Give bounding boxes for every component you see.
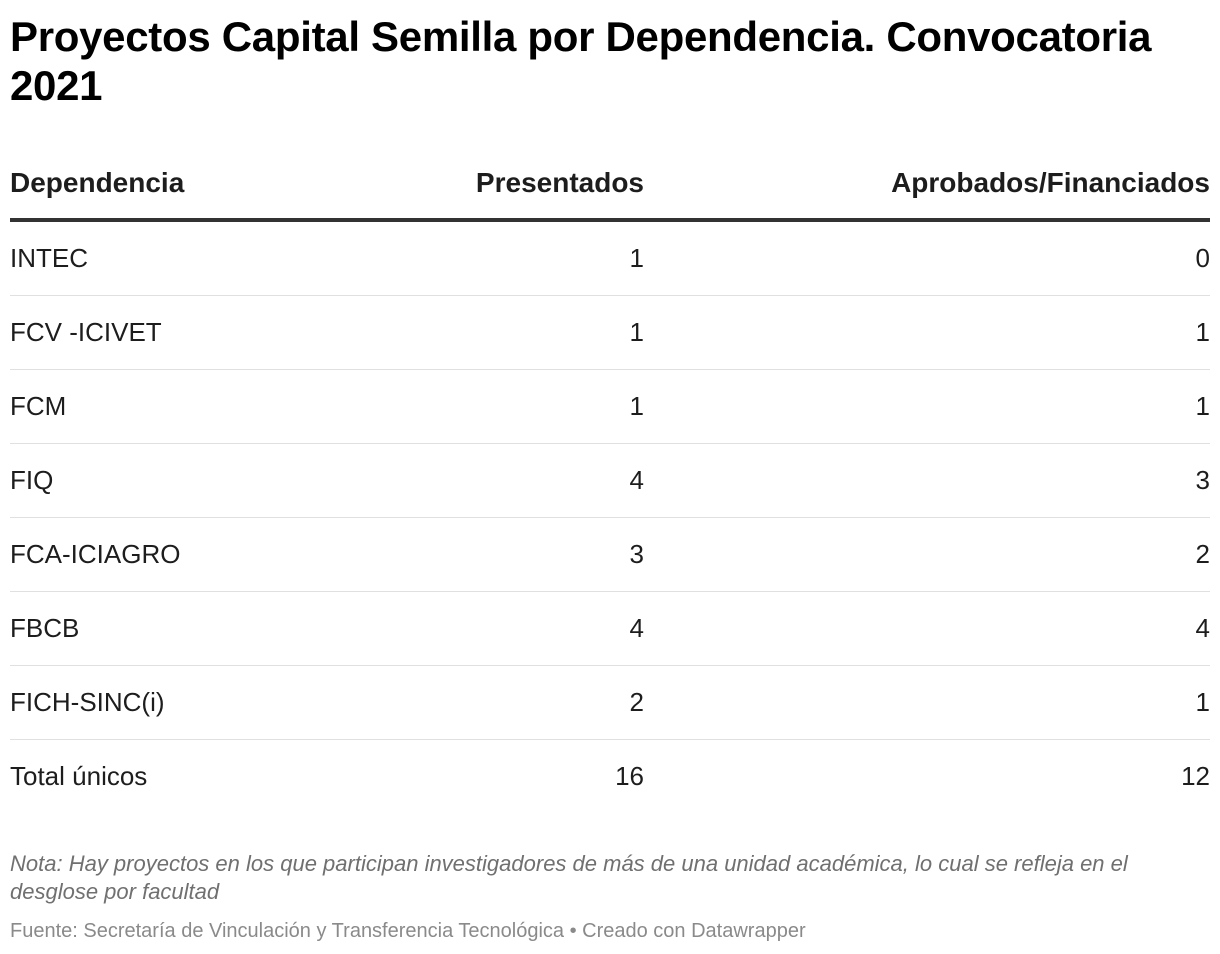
cell-dependencia: FIQ <box>10 443 370 518</box>
table-row: FIQ 4 3 <box>10 443 1210 518</box>
chart-container: Proyectos Capital Semilla por Dependenci… <box>10 0 1210 942</box>
table-header-row: Dependencia Presentados Aprobados/Financ… <box>10 148 1210 222</box>
table-row: INTEC 1 0 <box>10 220 1210 296</box>
table-row: FCA-ICIAGRO 3 2 <box>10 517 1210 592</box>
table-row: FCM 1 1 <box>10 369 1210 444</box>
cell-aprobados: 2 <box>644 517 1210 592</box>
cell-presentados: 2 <box>370 665 644 740</box>
cell-aprobados: 0 <box>644 220 1210 296</box>
table-row-total: Total únicos 16 12 <box>10 740 1210 814</box>
cell-aprobados: 1 <box>644 369 1210 444</box>
cell-dependencia: FICH-SINC(i) <box>10 665 370 740</box>
cell-aprobados: 3 <box>644 443 1210 518</box>
cell-presentados: 3 <box>370 517 644 592</box>
cell-dependencia: FBCB <box>10 591 370 666</box>
column-header-aprobados[interactable]: Aprobados/Financiados <box>644 148 1210 222</box>
cell-aprobados: 1 <box>644 295 1210 370</box>
cell-dependencia: FCV -ICIVET <box>10 295 370 370</box>
cell-aprobados: 12 <box>1181 761 1210 791</box>
cell-aprobados: 4 <box>644 591 1210 666</box>
cell-presentados: 1 <box>370 369 644 444</box>
cell-presentados: 4 <box>370 443 644 518</box>
column-header-presentados[interactable]: Presentados <box>370 148 644 222</box>
chart-source: Fuente: Secretaría de Vinculación y Tran… <box>10 920 806 942</box>
cell-presentados: 4 <box>370 591 644 666</box>
column-header-dependencia[interactable]: Dependencia <box>10 148 370 222</box>
chart-notes: Nota: Hay proyectos en los que participa… <box>10 851 1128 904</box>
table-row: FCV -ICIVET 1 1 <box>10 295 1210 370</box>
cell-dependencia: INTEC <box>10 220 370 296</box>
data-table: Dependencia Presentados Aprobados/Financ… <box>10 148 1210 813</box>
cell-presentados: 1 <box>370 295 644 370</box>
cell-dependencia: FCA-ICIAGRO <box>10 517 370 592</box>
cell-dependencia: FCM <box>10 369 370 444</box>
cell-presentados: 16 <box>615 761 644 791</box>
cell-aprobados: 1 <box>644 665 1210 740</box>
table-row: FBCB 4 4 <box>10 591 1210 666</box>
chart-title: Proyectos Capital Semilla por Dependenci… <box>10 13 1152 109</box>
cell-presentados: 1 <box>370 220 644 296</box>
table-row: FICH-SINC(i) 2 1 <box>10 665 1210 740</box>
cell-dependencia: Total únicos <box>10 761 148 791</box>
